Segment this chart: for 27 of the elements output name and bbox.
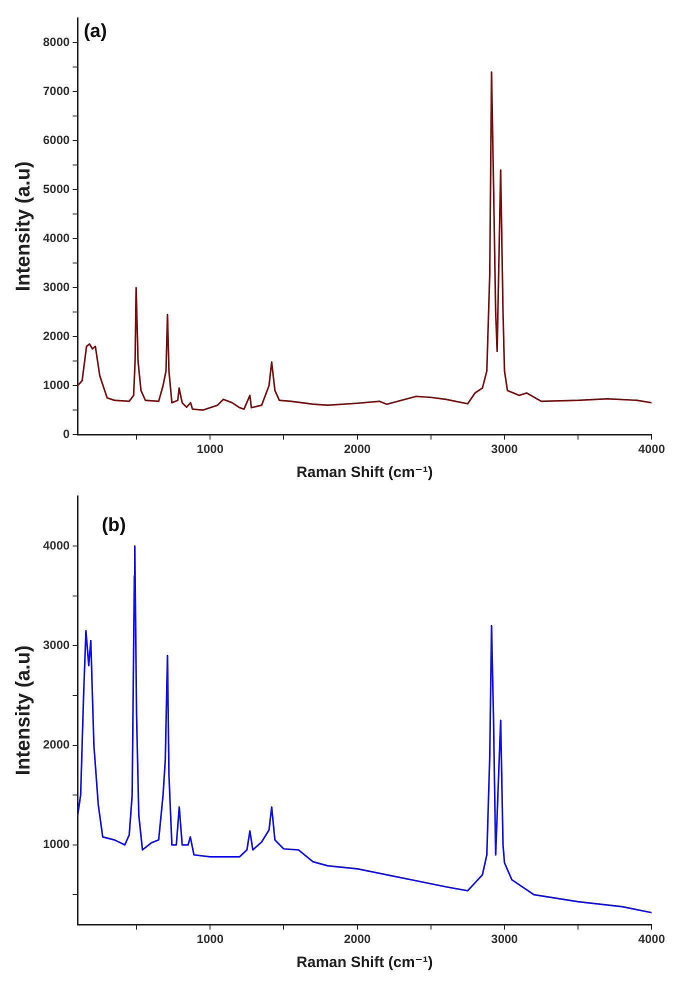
x-tick-label: 1000 — [196, 932, 224, 946]
y-tick-label: 1000 — [42, 837, 70, 852]
y-tick-label: 5000 — [42, 182, 70, 196]
x-axis-title: Raman Shift (cm⁻¹) — [296, 464, 433, 482]
y-tick-label: 6000 — [42, 132, 70, 147]
x-tick-label: 2000 — [344, 442, 371, 456]
annotation: (b) — [102, 514, 126, 536]
x-tick-label: 4000 — [638, 932, 666, 946]
x-tick-label: 3000 — [491, 442, 518, 456]
x-tick-label: 4000 — [638, 442, 666, 456]
y-tick-label: 7000 — [42, 84, 70, 98]
y-tick-label: 2000 — [42, 738, 70, 752]
y-tick-label: 4000 — [42, 230, 70, 245]
x-tick-label: 3000 — [491, 932, 518, 946]
y-tick-label: 1000 — [42, 378, 70, 392]
y-tick-label: 2000 — [42, 328, 70, 343]
y-tick-label: 4000 — [42, 538, 70, 552]
y-tick-label: 3000 — [42, 280, 70, 294]
x-tick-label: 2000 — [344, 932, 371, 946]
x-tick-label: 1000 — [196, 442, 224, 456]
y-axis-title: Intensity (a.u) — [12, 161, 35, 292]
y-tick-label: 0 — [63, 426, 70, 441]
annotation: (a) — [84, 20, 107, 42]
x-axis-title: Raman Shift (cm⁻¹) — [296, 954, 433, 972]
y-axis-title: Intensity (a.u) — [12, 645, 35, 776]
y-tick-label: 3000 — [42, 638, 70, 652]
y-tick-label: 8000 — [42, 35, 70, 50]
